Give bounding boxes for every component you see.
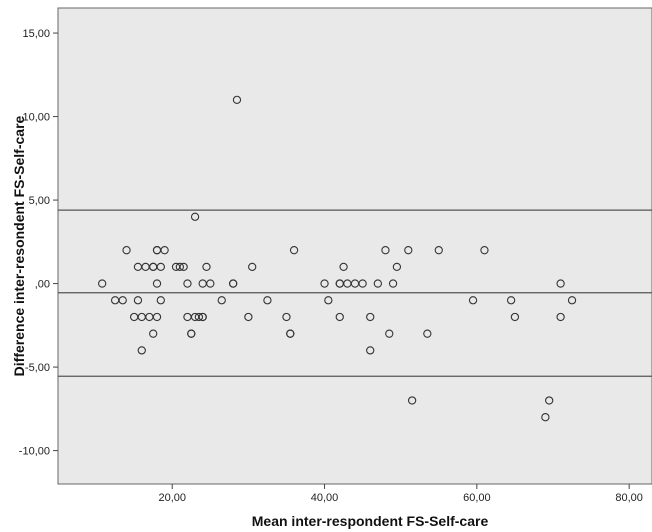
data-point bbox=[179, 262, 188, 272]
data-point bbox=[388, 279, 398, 288]
x-tick-label: 20,00 bbox=[158, 492, 186, 504]
data-point bbox=[122, 246, 131, 255]
data-point bbox=[434, 246, 443, 255]
data-point bbox=[206, 279, 215, 288]
data-point bbox=[556, 312, 565, 322]
data-point bbox=[385, 329, 394, 338]
data-points bbox=[98, 95, 577, 422]
y-tick-label: -10,00 bbox=[19, 446, 50, 458]
data-point bbox=[567, 296, 577, 305]
data-point bbox=[194, 312, 204, 322]
data-point bbox=[366, 312, 375, 322]
y-tick-label: 5,00 bbox=[29, 195, 50, 207]
data-point bbox=[156, 296, 165, 305]
data-point bbox=[373, 279, 382, 288]
x-tick-label: 40,00 bbox=[311, 492, 339, 504]
data-point bbox=[263, 296, 272, 305]
reference-lines bbox=[58, 209, 652, 377]
y-tick-label: 10,00 bbox=[22, 112, 50, 124]
data-point bbox=[248, 262, 257, 272]
data-point bbox=[289, 246, 299, 255]
data-point bbox=[118, 296, 127, 305]
data-point bbox=[286, 329, 295, 338]
x-tick-label: 80,00 bbox=[615, 492, 643, 504]
data-point bbox=[149, 329, 158, 338]
data-point bbox=[545, 396, 554, 405]
data-point bbox=[381, 246, 390, 255]
data-point bbox=[133, 296, 143, 305]
data-point bbox=[339, 262, 348, 272]
data-point bbox=[187, 329, 196, 338]
y-axis-ticks: 15,00 10,00 5,00 ,00 -5,00 -10,00 bbox=[19, 28, 58, 458]
data-point bbox=[156, 262, 165, 272]
data-point bbox=[160, 246, 169, 255]
data-point bbox=[202, 262, 211, 272]
data-point bbox=[404, 246, 413, 255]
data-point bbox=[183, 279, 192, 288]
x-axis-ticks: 20,00 40,00 60,00 80,00 bbox=[158, 484, 643, 504]
data-point bbox=[282, 312, 291, 322]
data-point bbox=[232, 95, 242, 105]
data-point bbox=[335, 312, 344, 322]
data-point bbox=[506, 296, 516, 305]
data-point bbox=[358, 279, 367, 288]
y-tick-label: 15,00 bbox=[22, 28, 50, 40]
data-point bbox=[510, 312, 520, 322]
y-tick-label: -5,00 bbox=[25, 362, 50, 374]
plot-area bbox=[57, 7, 652, 485]
data-point bbox=[468, 296, 478, 305]
data-point bbox=[190, 212, 200, 221]
data-point bbox=[244, 312, 253, 322]
data-point bbox=[98, 279, 107, 288]
data-point bbox=[152, 312, 162, 322]
y-tick-label: ,00 bbox=[35, 279, 50, 291]
data-point bbox=[480, 246, 489, 255]
data-point bbox=[198, 312, 207, 322]
data-point bbox=[366, 346, 375, 355]
x-tick-label: 60,00 bbox=[463, 492, 491, 504]
data-point bbox=[407, 396, 417, 405]
data-point bbox=[324, 296, 333, 305]
y-axis-title: Difference inter-resondent FS-Self-care bbox=[11, 115, 27, 376]
data-point bbox=[392, 262, 402, 272]
data-point bbox=[541, 413, 550, 422]
data-point bbox=[217, 296, 226, 305]
data-point bbox=[320, 279, 329, 288]
x-axis-title: Mean inter-respondent FS-Self-care bbox=[252, 513, 489, 529]
data-point bbox=[137, 346, 146, 355]
data-point bbox=[175, 262, 184, 272]
data-point bbox=[152, 279, 162, 288]
data-point bbox=[423, 329, 432, 338]
data-point bbox=[229, 279, 238, 288]
data-point bbox=[556, 279, 565, 288]
